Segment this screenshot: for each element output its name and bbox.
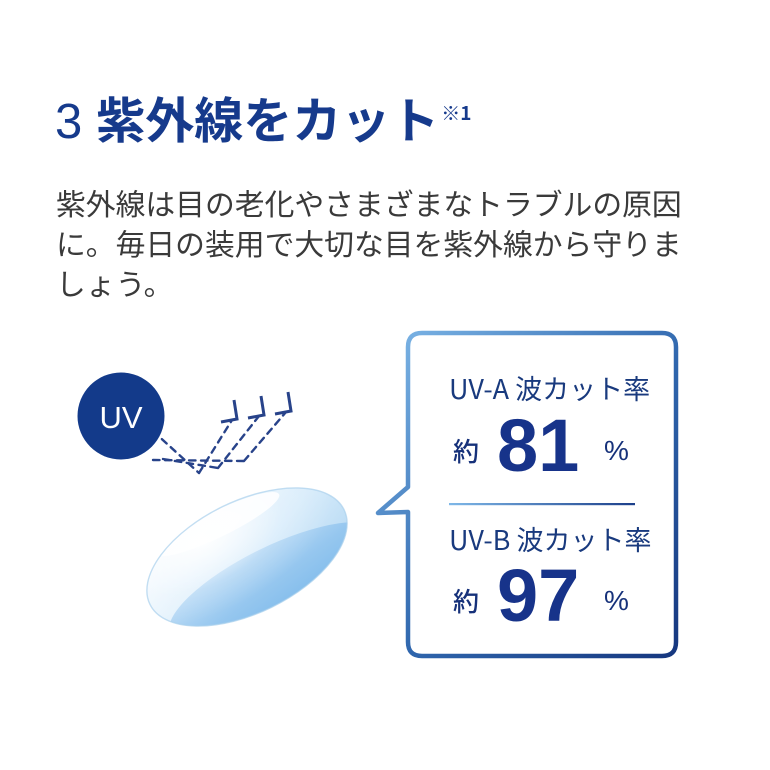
svg-text:UV-B 波カット率: UV-B 波カット率 bbox=[449, 519, 651, 558]
svg-text:UV: UV bbox=[99, 400, 142, 435]
svg-text:97: 97 bbox=[497, 554, 579, 637]
svg-text:81: 81 bbox=[497, 404, 579, 487]
svg-text:%: % bbox=[604, 435, 629, 466]
svg-text:約: 約 bbox=[453, 432, 479, 469]
svg-text:%: % bbox=[604, 585, 629, 616]
svg-text:約: 約 bbox=[453, 582, 479, 619]
svg-text:UV-A 波カット率: UV-A 波カット率 bbox=[449, 368, 650, 407]
